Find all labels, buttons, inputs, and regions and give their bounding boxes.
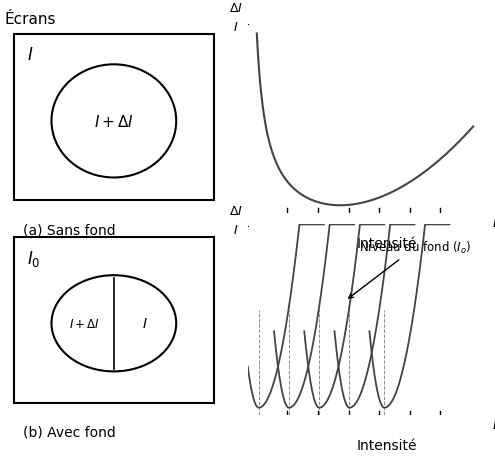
Text: Écrans: Écrans (5, 11, 56, 27)
Text: $I$: $I$ (233, 22, 239, 34)
Text: $I$: $I$ (492, 415, 495, 431)
Text: $I$: $I$ (233, 224, 239, 236)
Text: $\Delta I$: $\Delta I$ (229, 204, 243, 217)
Bar (14, 35, 214, 201)
Text: $I + \Delta I$: $I + \Delta I$ (69, 317, 100, 330)
Text: $I$: $I$ (27, 46, 33, 64)
Text: $I_0$: $I_0$ (27, 248, 40, 268)
Text: $\Delta I$: $\Delta I$ (229, 2, 243, 15)
Bar (14, 237, 214, 403)
Text: $I$: $I$ (142, 317, 148, 330)
Text: Intensité: Intensité (357, 438, 417, 452)
Text: $I + \Delta I$: $I + \Delta I$ (94, 114, 134, 129)
Text: Intensité: Intensité (357, 236, 417, 250)
Text: (a) Sans fond: (a) Sans fond (23, 223, 116, 236)
Text: $I$: $I$ (492, 213, 495, 229)
Text: (b) Avec fond: (b) Avec fond (23, 425, 116, 438)
Text: Niveau du fond ($I_o$): Niveau du fond ($I_o$) (348, 240, 471, 298)
